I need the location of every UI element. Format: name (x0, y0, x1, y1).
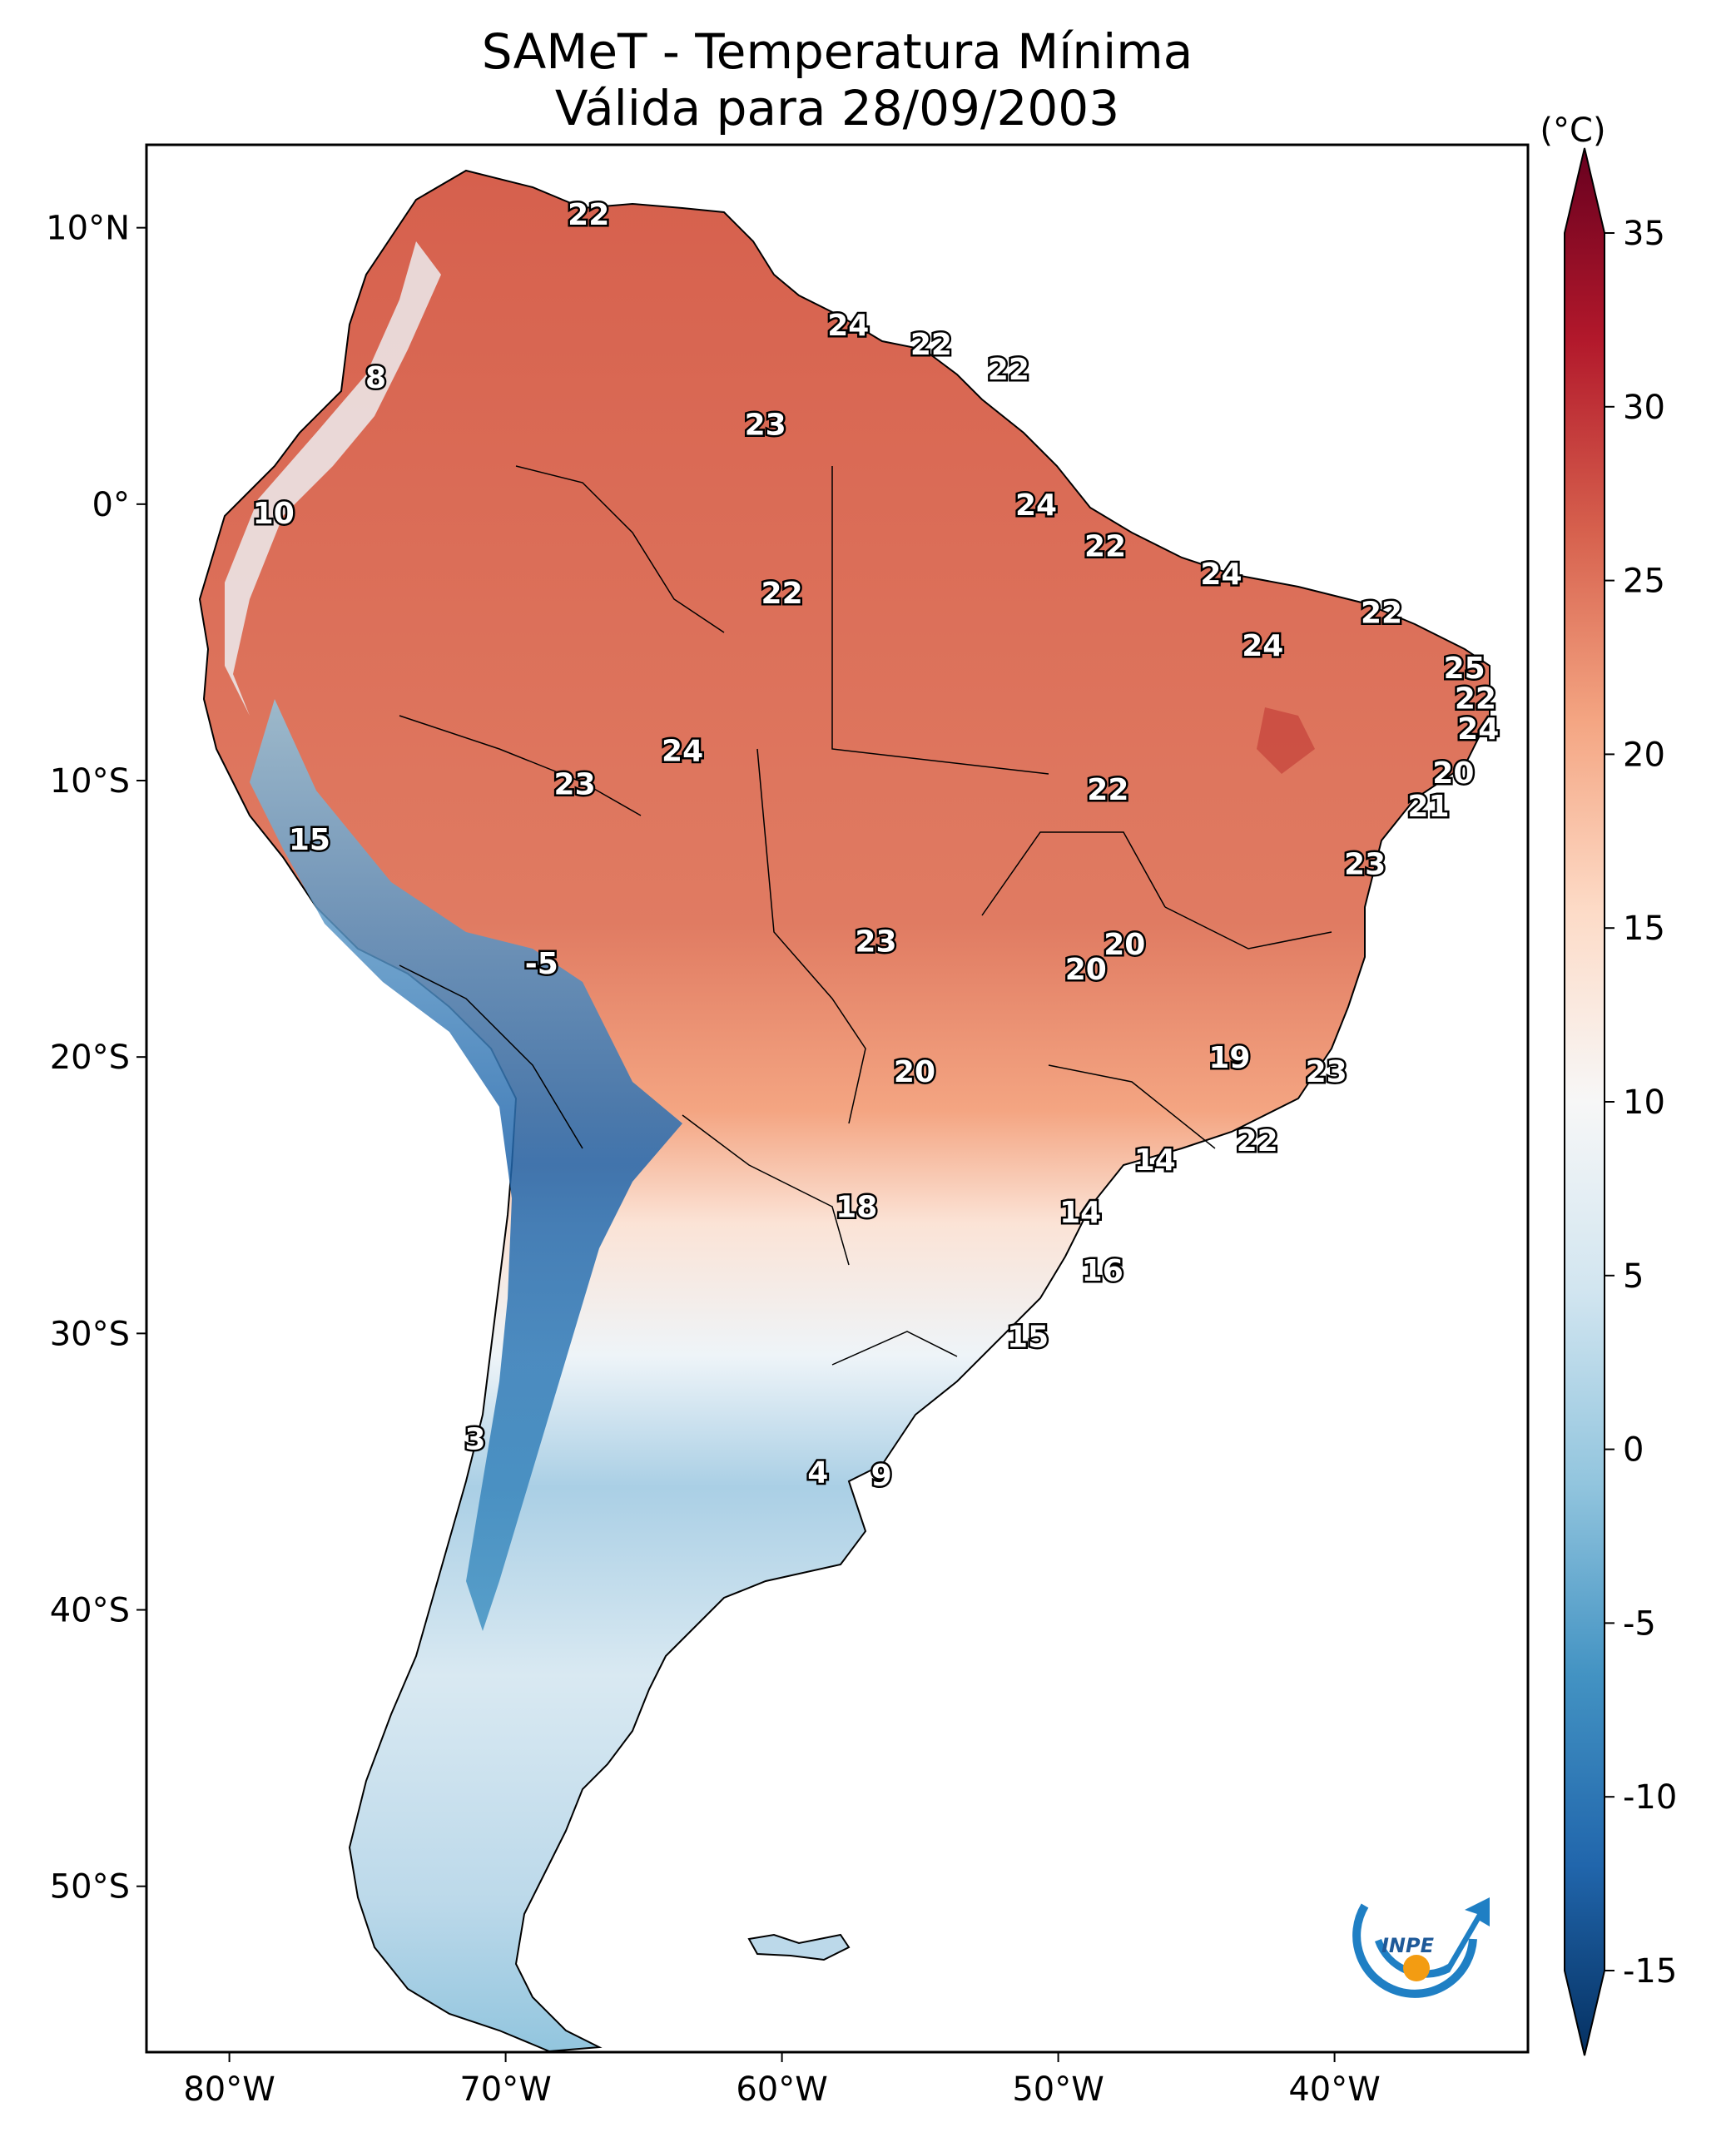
colorbar-body (1564, 147, 1605, 2056)
temperature-label: 22 (1084, 530, 1126, 564)
colorbar-tick-label: 30 (1623, 389, 1665, 427)
temperature-label: 22 (1087, 773, 1128, 807)
map-title: SAMeT - Temperatura Mínima (481, 23, 1193, 80)
temperature-label: 24 (827, 309, 869, 343)
south-america-landmass (198, 169, 1490, 2052)
temperature-label: 19 (1208, 1041, 1250, 1075)
temperature-label: 23 (1344, 848, 1386, 882)
inpe-logo: INPE (1352, 1897, 1490, 1998)
temperature-label: 22 (910, 328, 952, 362)
temperature-label: 8 (365, 361, 386, 395)
temperature-label: 15 (289, 823, 330, 857)
temperature-label: 14 (1134, 1143, 1176, 1178)
logo-swoosh (1375, 1897, 1490, 1978)
lon-tick-label: 80°W (183, 2070, 275, 2109)
temperature-label: 14 (1059, 1196, 1101, 1230)
lon-tick-label: 70°W (459, 2070, 551, 2109)
lat-tick-label: 50°S (50, 1868, 130, 1907)
colorbar-tick-label: 25 (1623, 563, 1665, 601)
temperature-label: 24 (1015, 488, 1057, 523)
temperature-label: 24 (1200, 558, 1242, 592)
colorbar: (°C) 35 30 25 20 15 10 5 0 -5 -10 -15 (1540, 112, 1677, 2056)
temperature-label: 23 (554, 767, 596, 801)
andes-cold-region (250, 699, 682, 1631)
country-borders (399, 465, 1332, 1366)
temperature-label: 23 (1306, 1055, 1347, 1089)
temperature-label: 24 (662, 734, 703, 768)
latitude-ticks: 10°N 0° 10°S 20°S 30°S 40°S 50°S (46, 210, 146, 1907)
colorbar-tick-label: -5 (1623, 1604, 1656, 1643)
temperature-label: 23 (745, 408, 786, 442)
colorbar-tick-label: 15 (1623, 910, 1665, 948)
temperature-label: -5 (525, 947, 558, 981)
colorbar-tick-label: 20 (1623, 736, 1665, 774)
andes-north-cool-strip (225, 241, 441, 716)
lat-tick-label: 10°N (46, 210, 130, 248)
temperature-label: 21 (1407, 790, 1449, 824)
ne-brazil-warm-core (1257, 707, 1315, 774)
lat-tick-label: 20°S (50, 1039, 130, 1077)
lon-tick-label: 60°W (736, 2070, 827, 2109)
colorbar-tick-label: -15 (1623, 1952, 1677, 1991)
colorbar-tick-label: 10 (1623, 1083, 1665, 1122)
temperature-label: 22 (1455, 682, 1496, 716)
longitude-ticks: 80°W 70°W 60°W 50°W 40°W (183, 2052, 1381, 2109)
temperature-label: 25 (1444, 652, 1486, 686)
lat-tick-label: 30°S (50, 1315, 130, 1353)
logo-sun (1403, 1955, 1430, 1981)
lat-tick-label: 10°S (50, 762, 130, 801)
colorbar-tick-label: 5 (1623, 1257, 1644, 1296)
logo-text: INPE (1381, 1934, 1435, 1957)
temperature-label: 20 (1104, 928, 1145, 962)
temperature-label: 20 (894, 1055, 935, 1089)
temperature-label: 24 (1242, 629, 1283, 663)
map-subtitle: Válida para 28/09/2003 (554, 80, 1120, 136)
temperature-label: 22 (761, 577, 803, 611)
temperature-label: 22 (1237, 1124, 1278, 1158)
falkland-islands (747, 1933, 851, 1961)
colorbar-tick-label: 0 (1623, 1431, 1644, 1470)
temperature-label: 22 (568, 198, 609, 232)
colorbar-tick-label: 35 (1623, 215, 1665, 253)
colorbar-tick-label: -10 (1623, 1778, 1677, 1817)
temperature-label: 20 (1432, 756, 1474, 791)
colorbar-ticks: 35 30 25 20 15 10 5 0 -5 -10 -15 (1605, 215, 1677, 1991)
temperature-label: 16 (1082, 1254, 1123, 1288)
map-frame (145, 143, 1530, 2054)
temperature-label: 4 (807, 1455, 828, 1490)
temperature-label: 15 (1007, 1321, 1049, 1355)
temperature-label: 22 (988, 353, 1029, 387)
temperature-label: 23 (855, 925, 896, 959)
lon-tick-label: 40°W (1288, 2070, 1380, 2109)
colorbar-unit: (°C) (1540, 112, 1605, 150)
temperature-label: 9 (871, 1459, 892, 1493)
lat-tick-label: 40°S (50, 1592, 130, 1630)
temperature-label: 22 (1361, 596, 1402, 630)
lat-tick-label: 0° (92, 486, 130, 524)
temperature-label: 3 (465, 1423, 486, 1457)
lon-tick-label: 50°W (1012, 2070, 1104, 2109)
temperature-label: 20 (1065, 953, 1107, 987)
map-title-block: SAMeT - Temperatura Mínima Válida para 2… (146, 23, 1528, 136)
logo-arc (1352, 1903, 1477, 1998)
temperature-label: 18 (836, 1191, 877, 1225)
temperature-label: 24 (1457, 712, 1499, 746)
temperature-label: 10 (253, 497, 295, 531)
